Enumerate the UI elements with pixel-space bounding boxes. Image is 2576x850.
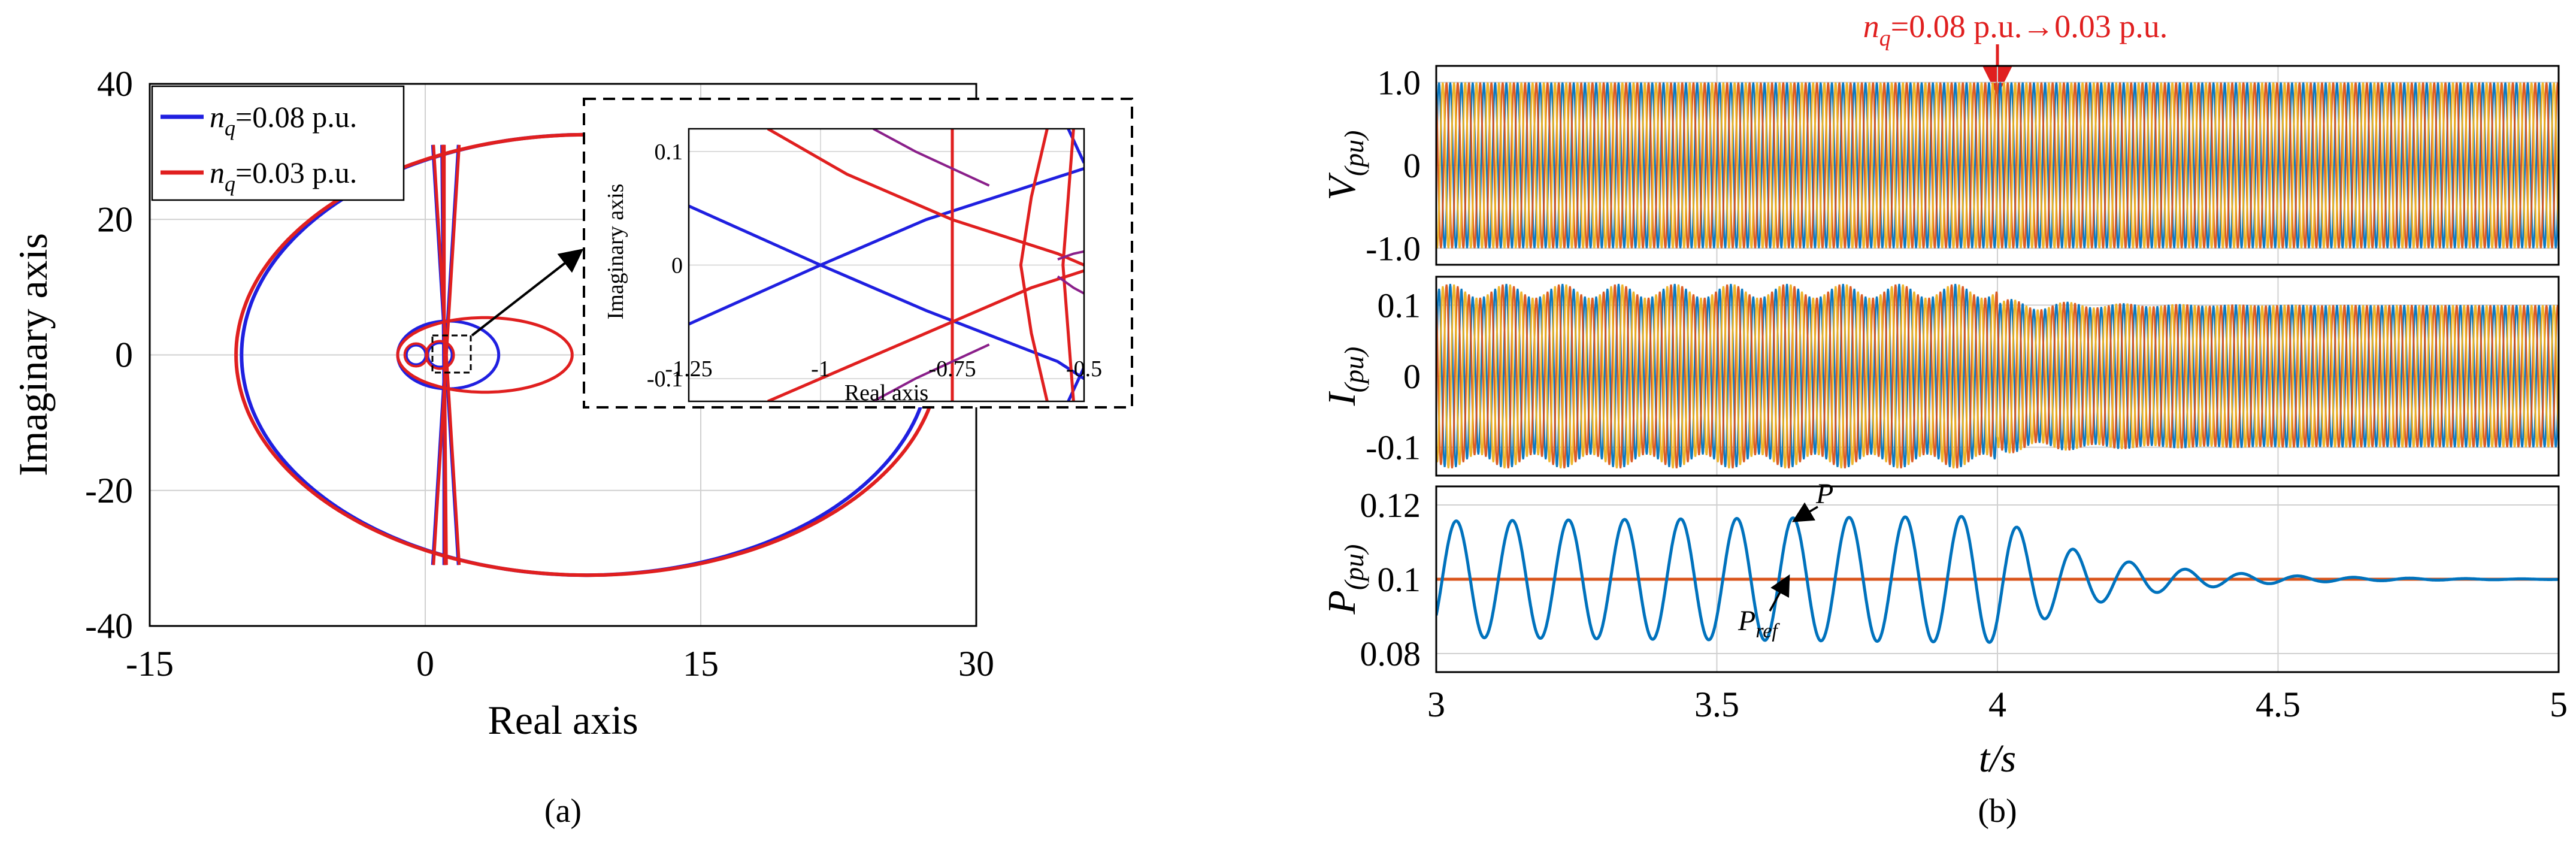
inset-ytick-label: 0.1: [655, 140, 683, 165]
b-ytick-label: 1.0: [1378, 63, 1421, 102]
inset-ylabel: Imaginary axis: [603, 184, 628, 320]
inset-ticks: -1.25 -1 -0.75 -0.5 0.1 0 -0.1: [647, 140, 1102, 392]
a-ytick-label: 40: [97, 64, 133, 104]
inset-xtick-label: -0.5: [1066, 356, 1102, 382]
b-ytick-label: -1.0: [1366, 229, 1421, 268]
legend-entry-1: nq=0.08 p.u.: [210, 100, 357, 140]
b-ytick-label: 0: [1403, 357, 1421, 396]
inset-xtick-label: -1.25: [665, 356, 712, 382]
a-xtick-label: 0: [416, 644, 434, 683]
a-xtick-label: 30: [958, 644, 994, 683]
b-traces: [1436, 515, 2559, 644]
b-xtick-label: 3.5: [1694, 685, 1739, 724]
inset-xtick-label: -1: [811, 356, 830, 382]
inset-overlap-branch: [873, 343, 990, 401]
b-xtick-label: 5: [2550, 685, 2568, 724]
pref-series-label: Pref: [1737, 605, 1780, 642]
voltage-subplot: 1.0 0 -1.0: [1366, 63, 2560, 268]
inset-axes-box: [688, 128, 1085, 403]
panel-a-xlabel: Real axis: [488, 697, 638, 743]
a-small-loop: [425, 340, 455, 370]
inset-red-loop: [1061, 129, 1075, 401]
b-phase-trace: [1436, 82, 2559, 249]
panel-a-ylabel: Imaginary axis: [10, 233, 56, 476]
b-ytick-label: 0.1: [1378, 560, 1421, 599]
b-ytick-label: -0.1: [1366, 428, 1421, 467]
a-inner-lobe: [396, 316, 574, 355]
a-outer-lobe: [234, 355, 942, 577]
b-xtick-label: 3: [1427, 685, 1445, 724]
inset-overlap-branch: [873, 129, 990, 187]
voltage-ylabel: V(pu): [1320, 131, 1369, 201]
panel-b-xlabel: t/s: [1979, 737, 2016, 781]
current-subplot: 0.1 0 -0.1: [1366, 276, 2560, 477]
p-trace: [1436, 515, 2559, 644]
a-ytick-label: 20: [97, 199, 133, 239]
a-ytick-label: -40: [85, 606, 133, 646]
b-axes-box: [1435, 65, 2560, 266]
legend-entry-2: nq=0.03 p.u.: [210, 156, 357, 196]
b-phase-trace: [1436, 82, 2559, 249]
inset-red-loop: [1019, 129, 1049, 401]
zoom-arrow: [471, 249, 584, 337]
b-xtick-label: 4.5: [2256, 685, 2300, 724]
power-subplot: 0.12 0.1 0.08: [1360, 485, 2560, 673]
b-ytick-label: 0.12: [1360, 486, 1421, 525]
b-axes-box: [1435, 276, 2560, 477]
b-traces: [1436, 82, 2559, 249]
panel-a-legend: nq=0.08 p.u. nq=0.03 p.u.: [151, 85, 405, 201]
a-inner-lobe: [396, 355, 574, 394]
b-traces: [1436, 283, 2559, 468]
inset-curves: [689, 129, 1084, 401]
panel-a-chart: -15 0 15 30 40 20 0 -20 -40 Real axis Imaginary …: [10, 64, 1133, 830]
zoom-region-box: [431, 334, 472, 374]
b-ytick-label: 0: [1403, 146, 1421, 185]
b-phase-trace: [1436, 284, 2559, 468]
b-axes-box: [1435, 485, 2560, 673]
current-ylabel: I(pu): [1320, 347, 1369, 407]
inset-blue-branch: [689, 204, 1084, 380]
inset-xtick-label: -0.75: [928, 356, 976, 382]
b-ytick-label: 0.1: [1378, 286, 1421, 325]
b-ytick-label: 0.08: [1360, 634, 1421, 673]
panel-a-inset: -1.25 -1 -0.75 -0.5 0.1 0 -0.1 Real axis Imagi…: [583, 98, 1133, 409]
pref-series-arrow: [1769, 574, 1790, 612]
a-xtick-label: 15: [683, 644, 719, 683]
inset-blue-branch: [689, 167, 1084, 326]
panel-b-chart: nq=0.08 p.u.→0.03 p.u. 1.0 0 -1.0 0.1 0 -0.1…: [1320, 8, 2568, 830]
panel-b-label: (b): [1978, 792, 2017, 830]
a-ytick-label: -20: [85, 471, 133, 510]
panel-b-xticks: 3 3.5 4 4.5 5: [1427, 685, 2568, 724]
power-ylabel: P(pu): [1320, 545, 1369, 615]
legend-box: [151, 85, 405, 201]
panel-a-ticks: -15 0 15 30 40 20 0 -20 -40: [85, 64, 994, 683]
a-ytick-label: 0: [115, 335, 133, 375]
inset-overlap-branch: [1057, 250, 1084, 261]
inset-ytick-label: 0: [671, 253, 683, 279]
b-phase-trace: [1436, 283, 2559, 467]
panel-a-label: (a): [544, 792, 582, 830]
inset-xlabel: Real axis: [844, 380, 928, 406]
b-phase-trace: [1436, 82, 2559, 249]
b-phase-trace: [1436, 284, 2559, 468]
p-series-label: P: [1815, 478, 1833, 510]
a-small-loop: [403, 342, 429, 368]
a-branch: [432, 144, 461, 565]
nq-change-annotation: nq=0.08 p.u.→0.03 p.u.: [1863, 8, 2168, 51]
p-series-arrow: [1791, 502, 1818, 522]
inset-overlap-branch: [1057, 275, 1084, 295]
b-xtick-label: 4: [1988, 685, 2006, 724]
inset-ytick-label: -0.1: [647, 367, 683, 392]
a-xtick-label: -15: [126, 644, 174, 683]
